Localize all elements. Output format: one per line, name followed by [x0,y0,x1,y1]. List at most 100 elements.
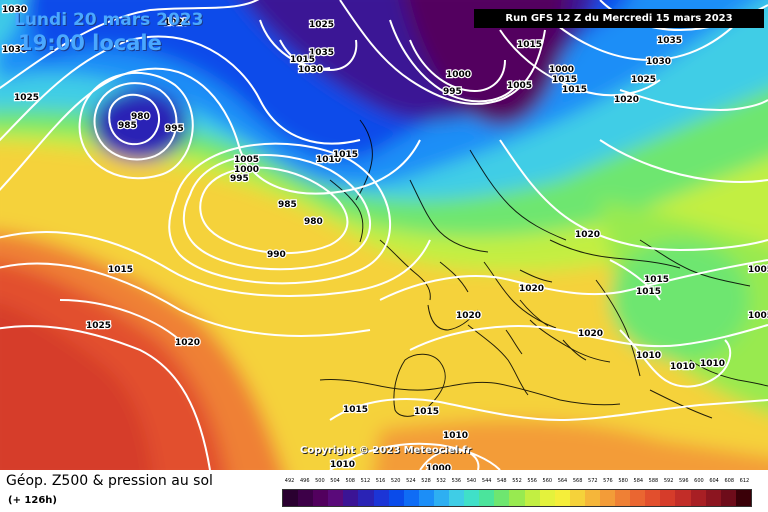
legend-value: 604 [709,478,719,484]
legend-swatch [599,490,616,506]
legend-value: 588 [648,478,659,484]
legend-swatch [705,490,721,506]
legend-swatch [343,490,359,506]
chart-title: Géop. Z500 & pression au sol [6,473,213,489]
legend-swatch [509,490,525,506]
legend-value: 492 [284,478,295,484]
isobar-label: 1010 [670,362,695,372]
isobar-label: 1015 [644,275,669,285]
legend-value: 584 [633,478,644,484]
isobar-label: 1005 [748,265,768,275]
isobar-label: 1005 [234,155,259,165]
legend-swatch [615,490,631,506]
legend-value: 504 [330,478,340,484]
legend-value: 564 [557,478,568,484]
legend-swatch [584,490,600,506]
isobar-label: 1000 [446,70,471,80]
isobar-labels: 1030 1025 1030 1025 1035 1015 1030 1025 … [1,4,768,470]
isobar-label: 1015 [414,407,439,417]
legend-swatch [313,490,329,506]
legend-value: 524 [406,478,416,484]
legend-swatch [554,490,570,506]
legend-value: 536 [451,478,462,484]
legend-swatch [373,490,389,506]
isobar-label: 1015 [343,405,368,415]
isobar-label: 980 [131,112,150,122]
isobar-label: 1020 [614,95,639,105]
legend-swatch [690,490,706,506]
legend-swatch [418,490,434,506]
isobar-label: 980 [304,217,323,227]
legend-swatch [464,490,480,506]
legend-swatch [569,490,585,506]
isobar-label: 1035 [309,48,334,58]
legend-swatch [524,490,540,506]
legend-value: 544 [481,478,492,484]
legend-value: 520 [390,478,401,484]
isobar-label: 1010 [636,351,661,361]
isobars [0,0,768,470]
model-run-info: Run GFS 12 Z du Mercredi 15 mars 2023 [474,9,764,28]
legend-value: 548 [497,478,507,484]
isobar-label: 1000 [549,65,574,75]
legend-swatch [328,490,344,506]
isobar-label: 1015 [108,265,133,275]
legend-swatch [403,490,419,506]
isobar-label: 1005 [507,81,532,91]
isobar-label: 1025 [14,93,39,103]
isobar-label: 1030 [2,5,27,15]
legend-value: 516 [375,478,386,484]
legend-swatch [449,490,465,506]
legend-swatch [720,490,736,506]
isobar-label: 1030 [646,57,671,67]
isobar-label: 1000 [234,165,259,175]
legend-swatch [433,490,450,506]
isobar-label: 1010 [443,431,468,441]
legend-swatch [675,490,691,506]
isobar-label: 985 [278,200,297,210]
legend-value: 600 [694,478,704,484]
isobar-label: 1020 [575,230,600,240]
isobar-label: 1035 [657,36,682,46]
legend-swatch [358,490,374,506]
legend-value: 512 [360,478,371,484]
isobar-label: 1020 [456,311,481,321]
land-borders [319,119,768,419]
isobar-label: 1030 [298,65,323,75]
legend-value: 532 [436,478,446,484]
isobar-label: 995 [165,124,184,134]
isobar-label: 1015 [562,85,587,95]
legend-value: 576 [603,478,613,484]
isobar-label: 1015 [333,150,358,160]
isobar-label: 1025 [164,18,189,28]
legend-labels: 492 496 500 504 508 512 516 520 524 528 532 536 540 5… [282,478,752,488]
legend-value: 560 [542,478,553,484]
isobar-label: 1015 [517,40,542,50]
isobar-label: 1020 [519,284,544,294]
legend-value: 552 [512,478,522,484]
legend-swatch [298,490,314,506]
forecast-time: 19:00 locale [18,31,162,55]
forecast-date: Lundi 20 mars 2023 [14,10,204,30]
copyright-notice: Copyright © 2023 Meteociel.fr [300,445,472,456]
legend-value: 500 [315,478,325,484]
isobar-label: 995 [230,174,249,184]
isobar-label: 990 [267,250,286,260]
legend-value: 568 [572,478,583,484]
legend-color-bar [282,489,752,507]
legend-swatch [735,490,751,506]
legend-value: 556 [527,478,537,484]
legend-swatch [283,490,299,506]
legend-swatch [539,490,555,506]
legend-value: 596 [678,478,689,484]
isobar-label: 1025 [86,321,111,331]
geopotential-map: 1030 1025 1030 1025 1035 1015 1030 1025 … [0,0,768,470]
isobar-label: 1010 [316,155,341,165]
legend-swatch [645,490,661,506]
legend-value: 592 [663,478,674,484]
legend-swatch [630,490,646,506]
isobar-label: 1000 [426,464,451,470]
legend-value: 608 [724,478,735,484]
legend-value: 540 [466,478,477,484]
